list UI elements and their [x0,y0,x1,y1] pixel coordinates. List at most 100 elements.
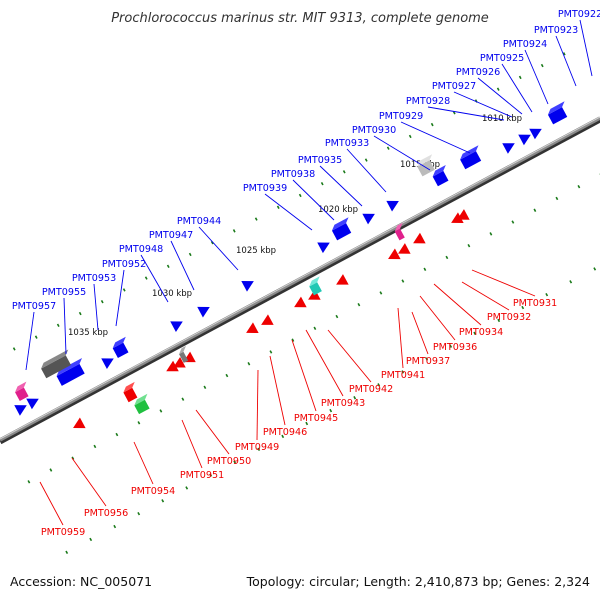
forward-gene-label: PMT0928 [406,96,450,107]
reverse-gene-arrow [261,314,274,325]
genome-summary: Topology: circular; Length: 2,410,873 bp… [246,574,590,589]
reverse-gene-label: PMT0954 [131,486,175,497]
inner-tick-mark [335,314,339,319]
outer-tick-mark [166,264,170,268]
gene-arrow [241,280,254,292]
inner-tick-mark [115,432,119,437]
reverse-gene-label: PMT0959 [41,527,85,538]
gene-block-green [134,393,150,415]
outer-inner-tick-mark [209,473,213,477]
forward-label-leader [115,269,125,327]
forward-gene-arrow [386,200,399,212]
gene-arrow [294,296,307,308]
inner-tick-mark [379,291,383,295]
outer-tick-mark [188,252,192,257]
inner-tick-mark [291,338,295,342]
reverse-gene-label: PMT0931 [513,298,557,309]
genome-backbone-highlight [0,116,600,440]
inner-tick-mark [555,196,559,201]
gene-body [41,355,71,379]
reverse-label-leader [471,269,536,297]
gene-arrow [502,143,515,154]
gene-block-gray [417,154,435,177]
reverse-gene-label: PMT0937 [406,356,450,367]
forward-label-leader [555,35,577,87]
gene-top-face [179,345,186,355]
reverse-gene-label: PMT0936 [433,342,477,353]
forward-gene-block [56,357,85,386]
forward-gene-label: PMT0926 [456,67,500,78]
outer-inner-tick-mark [353,396,357,400]
gene-block-cyan [309,276,322,296]
inner-tick-mark [27,480,31,484]
forward-label-leader [427,106,505,121]
forward-gene-label: PMT0948 [119,244,163,255]
gene-arrow [261,314,274,325]
gene-arrow [362,213,375,225]
forward-gene-arrow [14,405,27,416]
forward-label-leader [453,91,513,118]
map-title: Prochlorococcus marinus str. MIT 9313, c… [111,11,489,26]
outer-tick-mark [540,63,544,68]
gene-body [123,387,138,403]
gene-body [417,160,435,177]
outer-tick-mark [342,170,346,174]
gene-body [309,282,322,296]
forward-gene-block [432,165,449,187]
gene-top-face [331,217,349,231]
gene-arrow [73,417,86,429]
gene-top-face [547,101,565,115]
forward-label-leader [373,135,431,171]
reverse-label-leader [269,355,286,426]
gene-top-face [417,154,433,167]
reverse-label-leader [39,481,64,526]
gene-block-pink [394,222,405,241]
reverse-gene-block [123,381,138,403]
forward-label-leader [579,19,593,77]
forward-gene-label: PMT0924 [503,39,547,50]
inner-tick-mark [401,279,405,283]
gene-top-face [309,276,320,287]
inner-tick-mark [423,267,427,271]
outer-tick-mark [100,300,104,304]
forward-gene-label: PMT0953 [72,273,116,284]
reverse-gene-arrow [73,417,86,429]
outer-inner-tick-mark [545,293,549,297]
outer-inner-tick-mark [89,537,93,542]
inner-tick-mark [71,456,75,460]
reverse-label-leader [411,311,429,355]
forward-label-leader [477,77,523,115]
gene-arrow [317,242,330,254]
forward-gene-label: PMT0930 [352,125,396,136]
outer-inner-tick-mark [569,280,573,284]
outer-tick-mark [452,111,456,115]
outer-inner-tick-mark [593,267,597,271]
forward-gene-label: PMT0923 [534,25,578,36]
outer-tick-mark [320,181,324,186]
gene-arrow [101,358,114,370]
forward-gene-arrow [170,321,183,332]
gene-body [547,107,568,125]
forward-gene-label: PMT0929 [379,111,423,122]
forward-gene-label: PMT0927 [432,81,476,92]
reverse-gene-arrow [166,360,179,372]
forward-gene-label: PMT0957 [12,301,56,312]
reverse-gene-arrow [451,212,464,223]
gene-arrow [14,405,27,416]
reverse-gene-label: PMT0943 [321,398,365,409]
forward-gene-label: PMT0925 [480,53,524,64]
forward-gene-label: PMT0952 [102,259,146,270]
forward-gene-label: PMT0933 [325,138,369,149]
reverse-gene-arrow [246,322,259,333]
outer-inner-tick-mark [377,383,381,387]
forward-label-leader [524,49,549,105]
forward-gene-arrow [518,134,531,146]
reverse-gene-label: PMT0950 [207,456,251,467]
forward-gene-block [460,145,482,170]
gene-body [432,170,449,187]
gene-arrow [336,274,349,285]
reverse-gene-arrow [398,243,411,254]
forward-gene-block [331,217,352,241]
outer-tick-mark [276,205,280,209]
